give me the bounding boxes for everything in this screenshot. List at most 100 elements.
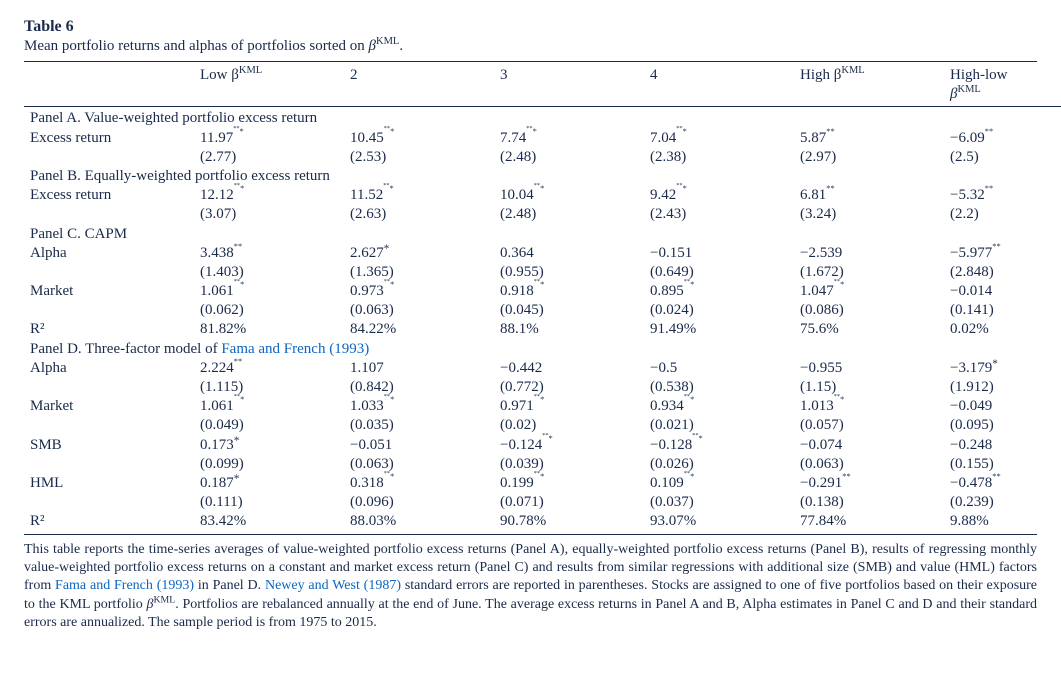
cell: 93.07% <box>644 512 794 531</box>
cell: (2.2) <box>944 205 1061 224</box>
cell: (2.848) <box>944 263 1061 282</box>
cell: 12.12*** <box>194 186 344 205</box>
cell: (0.062) <box>194 301 344 320</box>
cell: (0.538) <box>644 378 794 397</box>
header-rule <box>24 106 1061 107</box>
panel-d-title: Panel D. Three-factor model of Fama and … <box>24 340 1061 359</box>
cell: 1.013*** <box>794 397 944 416</box>
col-high: High βKML <box>794 66 944 104</box>
cell: −0.442 <box>494 359 644 378</box>
subtitle-text: Mean portfolio returns and alphas of por… <box>24 38 369 54</box>
cell: 81.82% <box>194 320 344 339</box>
cell: (0.063) <box>344 455 494 474</box>
table-number: Table 6 <box>24 18 1037 36</box>
panel-a-label: Excess return <box>24 129 194 148</box>
header-row-1: Low βKML 2 3 4 High βKML High-low βKML <box>24 66 1061 104</box>
cell: (0.037) <box>644 493 794 512</box>
col-high-sup: KML <box>841 65 864 76</box>
cell: (0.02) <box>494 416 644 435</box>
col-high-text: High β <box>800 67 841 83</box>
cell: 0.895*** <box>644 282 794 301</box>
cell: 1.107 <box>344 359 494 378</box>
cell: (0.071) <box>494 493 644 512</box>
cell: 1.033*** <box>344 397 494 416</box>
cell: (0.955) <box>494 263 644 282</box>
panel-a-vals: Excess return 11.97*** 10.45*** 7.74*** … <box>24 129 1061 148</box>
note-t2: in Panel D. <box>194 578 265 593</box>
cell: −0.248 <box>944 436 1061 455</box>
cell: −0.5 <box>644 359 794 378</box>
cell: −0.074 <box>794 436 944 455</box>
cell: 0.173* <box>194 436 344 455</box>
cell: 9.88% <box>944 512 1061 531</box>
cell: 6.81** <box>794 186 944 205</box>
top-rule <box>24 61 1037 62</box>
panel-c-r2-label: R² <box>24 320 194 339</box>
col-low-sup: KML <box>239 65 262 76</box>
cell: −0.051 <box>344 436 494 455</box>
cell: 2.627* <box>344 244 494 263</box>
cell: 0.318*** <box>344 474 494 493</box>
cell: 0.109*** <box>644 474 794 493</box>
cell: −3.179* <box>944 359 1061 378</box>
panel-b-vals: Excess return 12.12*** 11.52*** 10.04***… <box>24 186 1061 205</box>
cell: (0.045) <box>494 301 644 320</box>
col-2: 2 <box>344 66 494 104</box>
cell: 11.52*** <box>344 186 494 205</box>
cell: 91.49% <box>644 320 794 339</box>
cell: 11.97*** <box>194 129 344 148</box>
cell: (3.07) <box>194 205 344 224</box>
cell: (2.77) <box>194 148 344 167</box>
cell: −2.539 <box>794 244 944 263</box>
col-highlow-top: High-low <box>950 67 1008 83</box>
panel-d-hml-se: (0.111) (0.096) (0.071) (0.037) (0.138) … <box>24 493 1061 512</box>
col-low-text: Low β <box>200 67 239 83</box>
cell: (1.365) <box>344 263 494 282</box>
ref-newey-west[interactable]: Newey and West (1987) <box>265 578 401 593</box>
cell: (1.403) <box>194 263 344 282</box>
cell: (0.063) <box>794 455 944 474</box>
cell: −0.014 <box>944 282 1061 301</box>
cell: 10.04*** <box>494 186 644 205</box>
cell: 1.061*** <box>194 397 344 416</box>
panel-c-mkt: Market 1.061*** 0.973*** 0.918*** 0.895*… <box>24 282 1061 301</box>
cell: 84.22% <box>344 320 494 339</box>
panel-b-se: (3.07) (2.63) (2.48) (2.43) (3.24) (2.2) <box>24 205 1061 224</box>
cell: (0.049) <box>194 416 344 435</box>
cell: (0.111) <box>194 493 344 512</box>
cell: −0.151 <box>644 244 794 263</box>
ref-fama-french[interactable]: Fama and French (1993) <box>221 341 369 357</box>
cell: (2.48) <box>494 205 644 224</box>
cell: 88.03% <box>344 512 494 531</box>
cell: 9.42*** <box>644 186 794 205</box>
cell: (2.63) <box>344 205 494 224</box>
panel-b-label: Excess return <box>24 186 194 205</box>
cell: (1.115) <box>194 378 344 397</box>
panel-c-alpha: Alpha 3.438** 2.627* 0.364 −0.151 −2.539… <box>24 244 1061 263</box>
cell: (2.5) <box>944 148 1061 167</box>
table-note: This table reports the time-series avera… <box>24 541 1037 633</box>
panel-d-smb-label: SMB <box>24 436 194 455</box>
cell: (0.155) <box>944 455 1061 474</box>
cell: 0.02% <box>944 320 1061 339</box>
cell: (2.38) <box>644 148 794 167</box>
cell: (0.772) <box>494 378 644 397</box>
panel-d-pre: Panel D. Three-factor model of <box>30 341 221 357</box>
note-t4: . Portfolios are rebalanced annually at … <box>24 597 1037 630</box>
results-table: Low βKML 2 3 4 High βKML High-low βKML P… <box>24 66 1061 532</box>
cell: (0.099) <box>194 455 344 474</box>
note-beta-sup: KML <box>153 594 175 605</box>
cell: 83.42% <box>194 512 344 531</box>
ref-fama-french-note[interactable]: Fama and French (1993) <box>55 578 194 593</box>
cell: (2.43) <box>644 205 794 224</box>
panel-d-hml: HML 0.187* 0.318*** 0.199*** 0.109*** −0… <box>24 474 1061 493</box>
panel-d-mkt-label: Market <box>24 397 194 416</box>
col-3: 3 <box>494 66 644 104</box>
cell: 0.934*** <box>644 397 794 416</box>
cell: 77.84% <box>794 512 944 531</box>
cell: 0.199*** <box>494 474 644 493</box>
cell: 2.224** <box>194 359 344 378</box>
cell: 1.047*** <box>794 282 944 301</box>
cell: (1.672) <box>794 263 944 282</box>
cell: 0.187* <box>194 474 344 493</box>
